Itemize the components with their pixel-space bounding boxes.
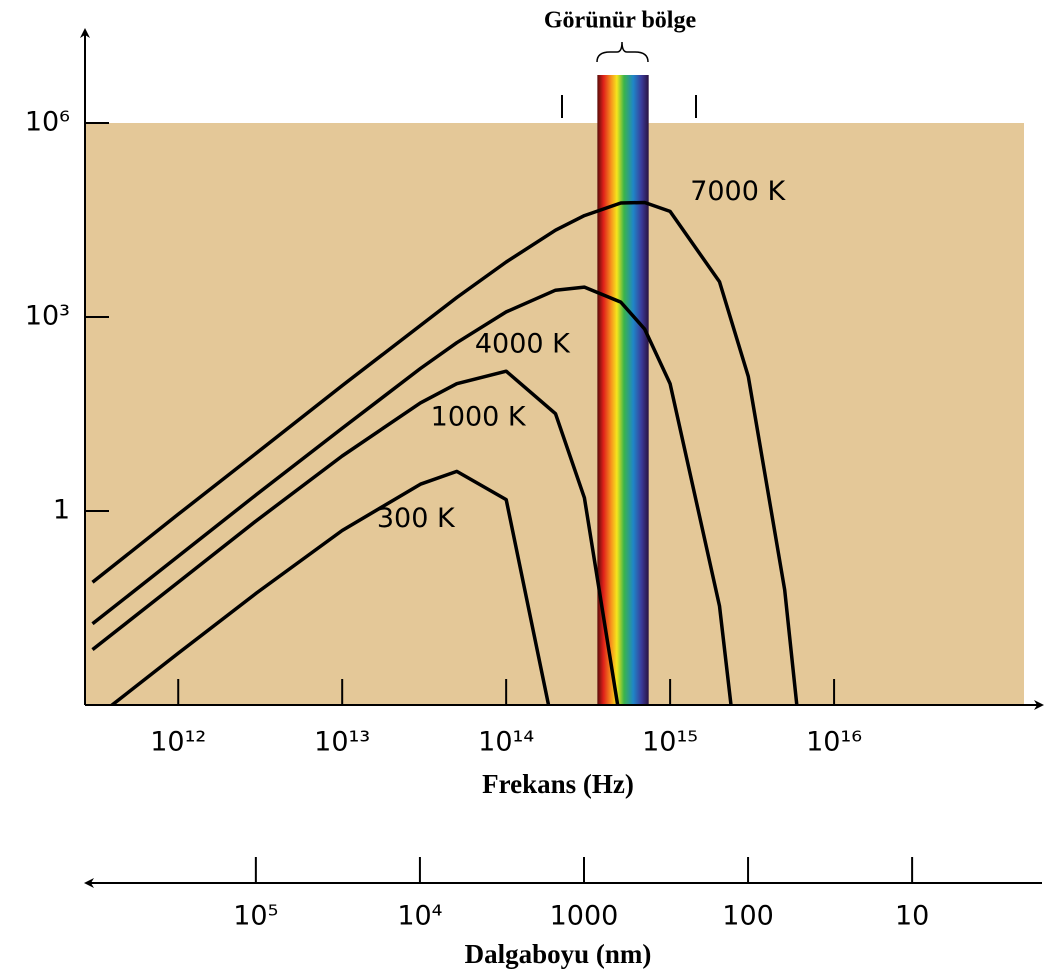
curve (109, 469, 551, 705)
curves (91, 200, 799, 705)
x-tick-label: 10¹⁵ (642, 727, 698, 758)
x2-tick-label: 10 (895, 901, 929, 932)
visible-band (597, 75, 649, 705)
annotation: Görünür bölge (544, 8, 697, 34)
x2-tick-label: 100 (722, 901, 774, 932)
y-tick-label: 10⁶ (25, 107, 70, 138)
curve (91, 369, 620, 705)
brace (596, 41, 649, 63)
x2-tick-label: 1000 (550, 901, 619, 932)
x2-axis-title: Dalgaboyu (nm) (465, 939, 652, 969)
x-axis-title: Frekans (Hz) (482, 769, 634, 799)
x2-tick-label: 10⁵ (233, 901, 278, 932)
series-label: 1000 K (431, 402, 527, 433)
x-tick-label: 10¹⁴ (478, 727, 534, 758)
curve (91, 285, 733, 705)
series-label: 4000 K (475, 329, 571, 360)
curve (91, 200, 799, 705)
x-tick-label: 10¹⁶ (806, 727, 862, 758)
x2-tick-label: 10⁴ (397, 901, 442, 932)
series-label: 300 K (377, 503, 456, 534)
series-label: 7000 K (690, 176, 786, 207)
y-tick-label: 10³ (25, 301, 70, 332)
x-tick-label: 10¹³ (314, 727, 370, 758)
y-tick-label: 1 (53, 495, 70, 526)
x-tick-label: 10¹² (150, 727, 206, 758)
